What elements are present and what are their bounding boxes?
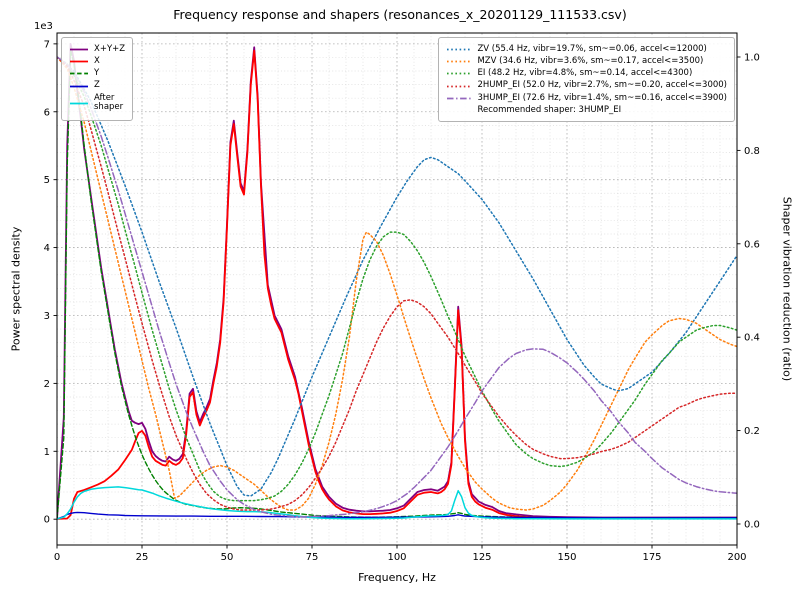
legend-item-after: After shaper (69, 92, 125, 114)
legend-label: Z (94, 80, 100, 91)
legend-item-y: Y (69, 68, 125, 79)
legend-line-sample (70, 48, 88, 51)
left-y-tick-label: 2 (44, 379, 50, 390)
legend-label: X+Y+Z (94, 43, 126, 54)
series-line-2hump_ei (57, 56, 737, 511)
legend-label: EI (48.2 Hz, vibr=4.8%, sm~=0.14, accel<… (477, 68, 693, 79)
shaper-legend: ZV (55.4 Hz, vibr=19.7%, sm~=0.06, accel… (438, 37, 735, 122)
right-y-tick-label: 0.0 (744, 519, 760, 530)
psd-legend: X+Y+Z X Y Z After shaper (61, 37, 134, 121)
left-y-tick-label: 6 (44, 107, 50, 118)
left-y-tick-label: 0 (44, 515, 50, 526)
legend-label: MZV (34.6 Hz, vibr=3.6%, sm~=0.17, accel… (477, 55, 704, 66)
legend-label: ZV (55.4 Hz, vibr=19.7%, sm~=0.06, accel… (477, 43, 707, 54)
x-tick-label: 100 (387, 552, 406, 563)
shaper-legend-rows: ZV (55.4 Hz, vibr=19.7%, sm~=0.06, accel… (446, 43, 727, 104)
x-tick-label: 150 (557, 552, 576, 563)
series-lines (57, 43, 737, 520)
right-y-tick-label: 0.6 (744, 239, 760, 250)
x-tick-label: 0 (54, 552, 60, 563)
x-tick-label: 200 (727, 552, 746, 563)
series-line-zv (57, 56, 737, 497)
left-y-tick-label: 1 (44, 447, 50, 458)
legend-label: After shaper (94, 92, 124, 113)
legend-item-mzv: MZV (34.6 Hz, vibr=3.6%, sm~=0.17, accel… (446, 55, 727, 67)
series-line-mzv (57, 56, 737, 511)
left-y-tick-label: 7 (44, 39, 50, 50)
legend-item-ei: EI (48.2 Hz, vibr=4.8%, sm~=0.14, accel<… (446, 68, 727, 79)
left-axis-offset-text: 1e3 (34, 21, 53, 32)
x-tick-label: 175 (642, 552, 661, 563)
legend-item-x: X (69, 55, 125, 67)
left-y-tick-label: 5 (44, 175, 50, 186)
axes: 0 25 50 75 100 125 150 175 200 0 1 2 3 4 5 6 7 0.0 0.2 0.4 0… (44, 32, 760, 563)
x-tick-label: 50 (221, 552, 234, 563)
right-y-tick-label: 0.2 (744, 426, 760, 437)
legend-label: 2HUMP_EI (52.0 Hz, vibr=2.7%, sm~=0.20, … (477, 80, 727, 91)
right-y-axis-label: Shaper vibration reduction (ratio) (780, 196, 794, 382)
legend-line-sample (447, 60, 472, 63)
series-line-3hump_ei (57, 56, 737, 518)
chart-title: Frequency response and shapers (resonanc… (173, 7, 627, 22)
legend-item-2hump_ei: 2HUMP_EI (52.0 Hz, vibr=2.7%, sm~=0.20, … (446, 81, 727, 91)
legend-item-z: Z (69, 81, 125, 91)
left-y-axis-label: Power spectral density (9, 226, 23, 352)
x-tick-label: 25 (136, 552, 149, 563)
legend-line-sample (70, 102, 88, 105)
legend-label: X (94, 55, 100, 66)
legend-line-sample (447, 73, 472, 75)
legend-line-sample (70, 73, 88, 75)
legend-item-3hump_ei: 3HUMP_EI (72.6 Hz, vibr=1.4%, sm~=0.16, … (446, 92, 727, 104)
legend-line-sample (447, 85, 472, 88)
right-y-tick-label: 1.0 (744, 53, 760, 64)
right-y-tick-label: 0.4 (744, 333, 760, 344)
legend-label: 3HUMP_EI (72.6 Hz, vibr=1.4%, sm~=0.16, … (477, 92, 727, 103)
left-y-tick-label: 3 (44, 311, 50, 322)
legend-line-sample (447, 97, 472, 100)
series-line-x (57, 49, 737, 520)
legend-line-sample (70, 85, 88, 88)
x-tick-label: 75 (306, 552, 319, 563)
series-line-ei (57, 56, 737, 502)
x-axis-label: Frequency, Hz (358, 571, 436, 584)
series-line-after-shaper (57, 486, 737, 520)
left-y-tick-label: 4 (44, 243, 50, 254)
recommended-shaper-note: Recommended shaper: 3HUMP_EI (477, 104, 622, 115)
legend-item-zv: ZV (55.4 Hz, vibr=19.7%, sm~=0.06, accel… (446, 43, 727, 55)
legend-item-x+y+z: X+Y+Z (69, 43, 126, 55)
legend-line-sample (70, 60, 88, 63)
legend-label: Y (94, 68, 100, 79)
right-y-tick-label: 0.8 (744, 146, 760, 157)
x-tick-label: 125 (472, 552, 491, 563)
legend-line-sample (447, 48, 472, 51)
